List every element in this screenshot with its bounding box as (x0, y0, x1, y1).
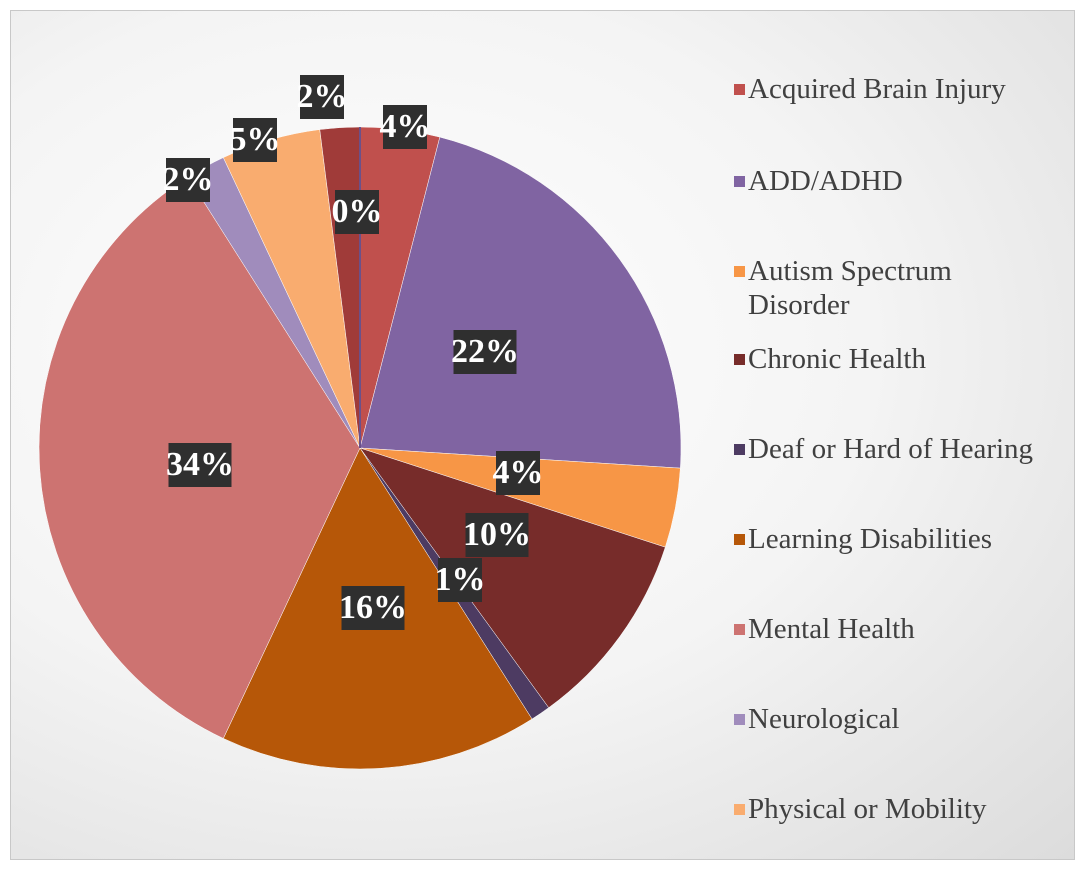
data-label-box (300, 75, 344, 119)
data-label-box (335, 190, 379, 234)
data-label: 2% (163, 161, 214, 198)
data-label-box (496, 451, 540, 495)
legend-label: Deaf or Hard of Hearing (748, 433, 1034, 465)
legend-label: ADD/ADHD (748, 165, 903, 197)
pie-slice (359, 136, 682, 469)
data-label: 4% (493, 454, 544, 491)
data-label-box (453, 330, 517, 374)
data-label: 4% (380, 108, 431, 145)
data-label: 2% (297, 78, 348, 115)
legend-swatch (734, 176, 745, 187)
data-label: 0% (332, 193, 383, 230)
legend-swatch (734, 804, 745, 815)
data-label: 10% (463, 516, 531, 553)
data-label-box (341, 586, 405, 630)
data-label: 1% (435, 561, 486, 598)
data-label-box (465, 513, 529, 557)
legend-swatch (734, 624, 745, 635)
legend-swatch (734, 266, 745, 277)
data-label-box (233, 118, 277, 162)
legend-swatch (734, 84, 745, 95)
data-label-box (168, 443, 232, 487)
legend-label: Autism Spectrum Disorder (748, 255, 952, 321)
legend-swatch (734, 354, 745, 365)
legend-label: Neurological (748, 703, 900, 735)
data-label: 34% (166, 446, 234, 483)
data-label-box (383, 105, 427, 149)
legend-label: Acquired Brain Injury (748, 73, 1006, 105)
legend-swatch (734, 444, 745, 455)
data-label-box (438, 558, 482, 602)
data-label: 5% (230, 121, 281, 158)
legend-label: Learning Disabilities (748, 523, 993, 555)
data-label: 16% (339, 589, 407, 626)
data-label-box (166, 158, 210, 202)
legend-label: Chronic Health (748, 343, 926, 375)
data-label: 22% (451, 333, 519, 370)
legend-swatch (734, 714, 745, 725)
pie-slice (359, 447, 666, 709)
legend-label: Mental Health (748, 613, 915, 645)
legend-label: Physical or Mobility (748, 793, 987, 825)
legend-swatch (734, 534, 745, 545)
